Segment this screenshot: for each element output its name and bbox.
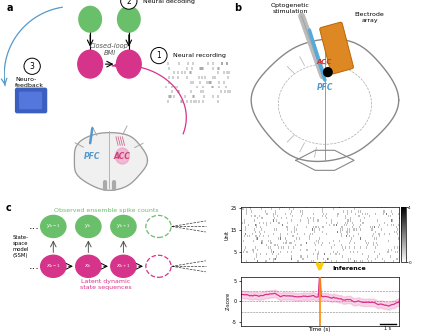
Text: $y_{k+1}$: $y_{k+1}$ — [116, 222, 131, 230]
Ellipse shape — [79, 6, 101, 32]
Text: $y_{k-1}$: $y_{k-1}$ — [46, 222, 60, 230]
Ellipse shape — [116, 50, 141, 78]
Circle shape — [24, 58, 41, 74]
Text: a: a — [6, 3, 13, 13]
Text: Observed ensemble spike counts: Observed ensemble spike counts — [54, 208, 158, 213]
Text: Neural decoding: Neural decoding — [143, 0, 195, 4]
FancyBboxPatch shape — [16, 88, 46, 113]
Text: PFC: PFC — [316, 83, 333, 92]
Circle shape — [41, 255, 66, 277]
Text: ...: ... — [29, 221, 40, 231]
Text: ...: ... — [29, 261, 40, 271]
X-axis label: Time (s): Time (s) — [308, 327, 331, 332]
Text: $x_{k-1}$: $x_{k-1}$ — [46, 262, 60, 270]
Text: 1: 1 — [157, 51, 161, 60]
Text: 3: 3 — [30, 62, 35, 71]
Circle shape — [76, 255, 101, 277]
Circle shape — [151, 47, 167, 64]
Text: Electrode
array: Electrode array — [355, 12, 384, 23]
Ellipse shape — [78, 50, 103, 78]
Text: Neural recording: Neural recording — [173, 53, 226, 58]
Circle shape — [324, 68, 332, 76]
Text: ACC: ACC — [316, 59, 332, 65]
Text: Closed-loop
BMI: Closed-loop BMI — [90, 43, 129, 56]
Circle shape — [121, 0, 137, 9]
Text: b: b — [234, 3, 241, 13]
Ellipse shape — [118, 6, 140, 32]
Text: Latent dynamic
state sequences: Latent dynamic state sequences — [80, 279, 132, 290]
Ellipse shape — [115, 148, 130, 164]
Text: $x_k$: $x_k$ — [84, 262, 92, 270]
Text: Optogenetic
stimulation: Optogenetic stimulation — [271, 3, 309, 14]
Polygon shape — [74, 133, 147, 190]
Text: Neuro-
feedback: Neuro- feedback — [15, 77, 44, 88]
Y-axis label: Unit: Unit — [225, 230, 230, 239]
Text: ACC: ACC — [114, 152, 131, 161]
Circle shape — [111, 255, 136, 277]
Text: c: c — [6, 203, 12, 213]
Text: $x_{k+1}$: $x_{k+1}$ — [116, 262, 131, 270]
Circle shape — [76, 215, 101, 237]
FancyBboxPatch shape — [20, 92, 41, 109]
Circle shape — [41, 215, 66, 237]
Text: 1 s: 1 s — [384, 326, 391, 331]
Circle shape — [111, 215, 136, 237]
FancyBboxPatch shape — [320, 22, 354, 74]
Text: $y_k$: $y_k$ — [84, 222, 92, 230]
Polygon shape — [296, 150, 354, 170]
Text: State-
space
model
(SSM): State- space model (SSM) — [13, 235, 30, 258]
Text: 2: 2 — [127, 0, 131, 6]
Text: PFC: PFC — [84, 152, 100, 161]
Text: Inference: Inference — [333, 267, 366, 271]
Polygon shape — [251, 39, 399, 161]
Y-axis label: Z-score: Z-score — [226, 292, 231, 311]
